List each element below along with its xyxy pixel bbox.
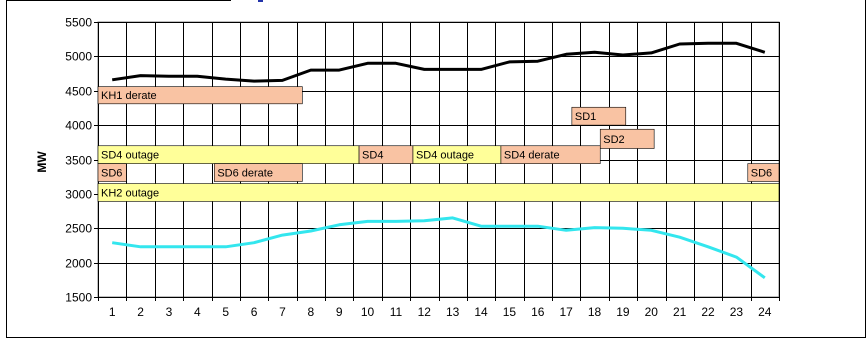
series-line-2 <box>111 216 766 280</box>
outage-bar-label: SD4 outage <box>101 150 159 162</box>
outage-bar-label: SD2 <box>603 134 624 146</box>
x-tick-label: 6 <box>251 305 258 319</box>
x-tick-label: 18 <box>588 305 602 319</box>
outage-bar-label: SD4 <box>362 150 383 162</box>
x-tick-label: 5 <box>222 305 229 319</box>
y-tick-label: 3500 <box>65 154 92 168</box>
x-tick-label: 22 <box>701 305 715 319</box>
x-tick-label: 14 <box>474 305 488 319</box>
x-tick-label: 7 <box>279 305 286 319</box>
x-tick-label: 13 <box>446 305 460 319</box>
x-tick-label: 8 <box>307 305 314 319</box>
x-tick-label: 19 <box>616 305 630 319</box>
x-tick-label: 20 <box>645 305 659 319</box>
outage-bar <box>97 183 780 202</box>
x-tick-label: 1 <box>109 305 116 319</box>
series-lines <box>111 41 766 280</box>
x-tick-label: 11 <box>390 305 403 319</box>
x-tick-label: 16 <box>531 305 545 319</box>
y-tick-label: 5500 <box>65 16 92 30</box>
title-fragment <box>258 0 263 2</box>
x-tick-label: 3 <box>166 305 173 319</box>
x-tick-label: 17 <box>560 305 574 319</box>
outage-bar-label: SD1 <box>575 111 596 123</box>
outage-bar <box>97 163 127 182</box>
outage-bars: KH1 derate SD1 SD2 SD4 outage SD4 SD4 outage S… <box>97 86 780 202</box>
chart-frame <box>6 0 866 338</box>
y-tick-label: 2000 <box>65 257 92 271</box>
x-tick-label: 24 <box>758 305 772 319</box>
y-tick-label: 3000 <box>65 188 92 202</box>
x-tick-label: 23 <box>730 305 744 319</box>
outage-bar-label: SD4 outage <box>416 150 474 162</box>
frame-top-edge <box>6 0 231 1</box>
outage-bar <box>500 145 601 164</box>
outage-bar-label: SD6 <box>751 168 772 180</box>
outage-bar <box>571 106 627 126</box>
outage-bar <box>214 163 303 182</box>
outage-bar-label: SD6 derate <box>217 168 273 180</box>
outage-bar <box>747 163 780 182</box>
x-tick-label: 12 <box>418 305 432 319</box>
outage-bar-label: KH1 derate <box>101 90 157 102</box>
outage-bar-label: SD4 derate <box>504 150 560 162</box>
x-tick-label: 21 <box>673 305 687 319</box>
series-line-1 <box>111 41 766 83</box>
y-tick-label: 4000 <box>65 119 92 133</box>
y-axis-label: MW <box>35 151 49 173</box>
x-tick-label: 4 <box>194 305 201 319</box>
outage-bar <box>97 86 303 105</box>
x-tick-label: 10 <box>361 305 375 319</box>
outage-bar-label: KH2 outage <box>101 188 159 200</box>
x-tick-label: 15 <box>503 305 517 319</box>
y-tick-label: 2500 <box>65 222 92 236</box>
y-tick-label: 1500 <box>65 291 92 305</box>
y-tick-label: 5000 <box>65 50 92 64</box>
outage-bar-label: SD6 <box>101 168 122 180</box>
x-tick-label: 9 <box>336 305 343 319</box>
x-tick-label: 2 <box>137 305 144 319</box>
y-tick-label: 4500 <box>65 85 92 99</box>
outage-bar <box>599 128 655 149</box>
